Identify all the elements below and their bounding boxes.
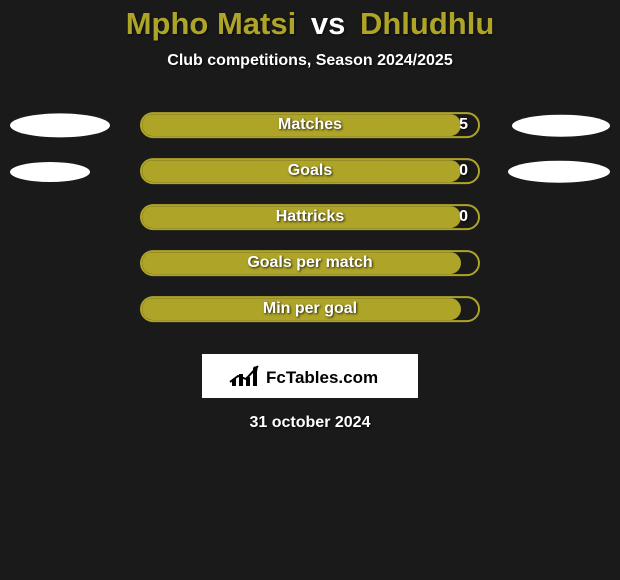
- fctables-logo-icon: FcTables.com: [202, 354, 418, 398]
- stat-row: Goals0: [0, 152, 620, 198]
- stat-label: Hattricks: [142, 206, 478, 228]
- stat-label: Goals: [142, 160, 478, 182]
- stat-bar: Goals0: [140, 158, 480, 184]
- comparison-chart: Matches5Goals0Hattricks0Goals per matchM…: [0, 106, 620, 336]
- fctables-logo: FcTables.com: [202, 354, 418, 398]
- competition-subtitle: Club competitions, Season 2024/2025: [0, 52, 620, 70]
- report-date: 31 october 2024: [0, 414, 620, 432]
- stat-bar: Matches5: [140, 112, 480, 138]
- stat-label: Matches: [142, 114, 478, 136]
- player1-ellipse: [10, 162, 90, 182]
- stat-value: 0: [459, 206, 468, 228]
- player1-ellipse: [10, 113, 110, 137]
- stat-row: Goals per match: [0, 244, 620, 290]
- player2-name: Dhludhlu: [360, 6, 494, 41]
- player2-ellipse: [512, 115, 610, 137]
- stat-row: Min per goal: [0, 290, 620, 336]
- stat-row: Matches5: [0, 106, 620, 152]
- player1-name: Mpho Matsi: [126, 6, 297, 41]
- stat-label: Min per goal: [142, 298, 478, 320]
- player2-ellipse: [508, 161, 610, 183]
- vs-text: vs: [311, 6, 345, 41]
- svg-text:FcTables.com: FcTables.com: [266, 368, 378, 387]
- stat-label: Goals per match: [142, 252, 478, 274]
- stat-value: 5: [459, 114, 468, 136]
- comparison-title: Mpho Matsi vs Dhludhlu: [0, 0, 620, 42]
- stat-bar: Hattricks0: [140, 204, 480, 230]
- stat-row: Hattricks0: [0, 198, 620, 244]
- stat-bar: Min per goal: [140, 296, 480, 322]
- stat-bar: Goals per match: [140, 250, 480, 276]
- stat-value: 0: [459, 160, 468, 182]
